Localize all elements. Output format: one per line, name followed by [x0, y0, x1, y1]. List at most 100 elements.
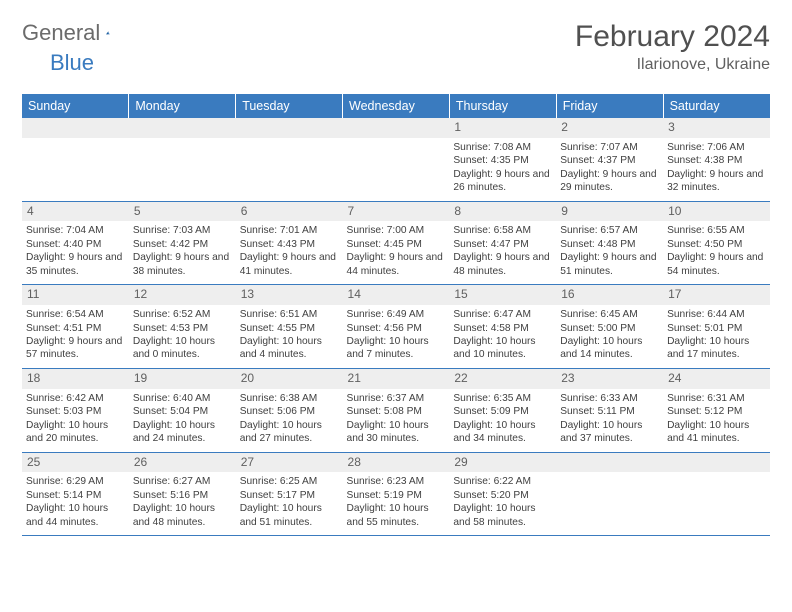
sunset-line: Sunset: 5:12 PM	[667, 405, 766, 418]
sunrise-line: Sunrise: 6:42 AM	[26, 392, 125, 405]
daylight-line: Daylight: 10 hours and 14 minutes.	[560, 335, 659, 362]
sunrise-line: Sunrise: 7:03 AM	[133, 224, 232, 237]
daylight-line: Daylight: 9 hours and 32 minutes.	[667, 168, 766, 195]
sunrise-line: Sunrise: 6:47 AM	[453, 308, 552, 321]
day-number: 8	[449, 202, 556, 222]
calendar-day-cell: 17Sunrise: 6:44 AMSunset: 5:01 PMDayligh…	[663, 285, 770, 369]
day-number: 25	[22, 453, 129, 473]
sunset-line: Sunset: 5:20 PM	[453, 489, 552, 502]
sunset-line: Sunset: 5:08 PM	[347, 405, 446, 418]
daylight-line: Daylight: 10 hours and 7 minutes.	[347, 335, 446, 362]
brand-sail-icon	[106, 23, 110, 43]
day-number: 10	[663, 202, 770, 222]
sunrise-line: Sunrise: 6:45 AM	[560, 308, 659, 321]
day-number: 13	[236, 285, 343, 305]
sunset-line: Sunset: 4:48 PM	[560, 238, 659, 251]
day-number: 28	[343, 453, 450, 473]
weekday-header: Wednesday	[343, 94, 450, 118]
daylight-line: Daylight: 10 hours and 4 minutes.	[240, 335, 339, 362]
sunrise-line: Sunrise: 6:27 AM	[133, 475, 232, 488]
sunrise-line: Sunrise: 6:25 AM	[240, 475, 339, 488]
calendar-week-row: 25Sunrise: 6:29 AMSunset: 5:14 PMDayligh…	[22, 452, 770, 536]
sunrise-line: Sunrise: 6:54 AM	[26, 308, 125, 321]
sunset-line: Sunset: 5:14 PM	[26, 489, 125, 502]
sunset-line: Sunset: 5:17 PM	[240, 489, 339, 502]
daylight-line: Daylight: 10 hours and 44 minutes.	[26, 502, 125, 529]
day-number: 29	[449, 453, 556, 473]
calendar-day-cell: 10Sunrise: 6:55 AMSunset: 4:50 PMDayligh…	[663, 201, 770, 285]
location-text: Ilarionove, Ukraine	[575, 56, 770, 74]
month-title: February 2024	[575, 20, 770, 54]
calendar-day-cell: 20Sunrise: 6:38 AMSunset: 5:06 PMDayligh…	[236, 368, 343, 452]
sunrise-line: Sunrise: 7:08 AM	[453, 141, 552, 154]
sunrise-line: Sunrise: 6:44 AM	[667, 308, 766, 321]
calendar-day-cell: 16Sunrise: 6:45 AMSunset: 5:00 PMDayligh…	[556, 285, 663, 369]
daylight-line: Daylight: 10 hours and 48 minutes.	[133, 502, 232, 529]
daylight-line: Daylight: 9 hours and 54 minutes.	[667, 251, 766, 278]
day-number: 26	[129, 453, 236, 473]
daylight-line: Daylight: 10 hours and 20 minutes.	[26, 419, 125, 446]
day-number-empty	[556, 453, 663, 473]
sunset-line: Sunset: 4:35 PM	[453, 154, 552, 167]
daylight-line: Daylight: 10 hours and 10 minutes.	[453, 335, 552, 362]
sunrise-line: Sunrise: 6:22 AM	[453, 475, 552, 488]
title-block: February 2024 Ilarionove, Ukraine	[575, 20, 770, 74]
sunrise-line: Sunrise: 6:58 AM	[453, 224, 552, 237]
sunrise-line: Sunrise: 7:06 AM	[667, 141, 766, 154]
sunset-line: Sunset: 5:09 PM	[453, 405, 552, 418]
sunrise-line: Sunrise: 7:07 AM	[560, 141, 659, 154]
calendar-day-cell	[663, 452, 770, 536]
day-number: 5	[129, 202, 236, 222]
calendar-day-cell: 24Sunrise: 6:31 AMSunset: 5:12 PMDayligh…	[663, 368, 770, 452]
weekday-header: Saturday	[663, 94, 770, 118]
sunset-line: Sunset: 5:03 PM	[26, 405, 125, 418]
sunset-line: Sunset: 4:53 PM	[133, 322, 232, 335]
sunrise-line: Sunrise: 6:37 AM	[347, 392, 446, 405]
calendar-day-cell: 7Sunrise: 7:00 AMSunset: 4:45 PMDaylight…	[343, 201, 450, 285]
day-number: 17	[663, 285, 770, 305]
sunrise-line: Sunrise: 6:57 AM	[560, 224, 659, 237]
calendar-day-cell: 8Sunrise: 6:58 AMSunset: 4:47 PMDaylight…	[449, 201, 556, 285]
sunset-line: Sunset: 5:06 PM	[240, 405, 339, 418]
daylight-line: Daylight: 10 hours and 0 minutes.	[133, 335, 232, 362]
sunrise-line: Sunrise: 6:49 AM	[347, 308, 446, 321]
sunset-line: Sunset: 4:56 PM	[347, 322, 446, 335]
day-number: 7	[343, 202, 450, 222]
sunrise-line: Sunrise: 6:31 AM	[667, 392, 766, 405]
calendar-day-cell: 18Sunrise: 6:42 AMSunset: 5:03 PMDayligh…	[22, 368, 129, 452]
sunrise-line: Sunrise: 6:33 AM	[560, 392, 659, 405]
daylight-line: Daylight: 10 hours and 24 minutes.	[133, 419, 232, 446]
daylight-line: Daylight: 10 hours and 17 minutes.	[667, 335, 766, 362]
calendar-day-cell: 14Sunrise: 6:49 AMSunset: 4:56 PMDayligh…	[343, 285, 450, 369]
calendar-day-cell: 21Sunrise: 6:37 AMSunset: 5:08 PMDayligh…	[343, 368, 450, 452]
calendar-day-cell: 11Sunrise: 6:54 AMSunset: 4:51 PMDayligh…	[22, 285, 129, 369]
day-number: 6	[236, 202, 343, 222]
sunrise-line: Sunrise: 6:35 AM	[453, 392, 552, 405]
day-number: 9	[556, 202, 663, 222]
brand-text-1: General	[22, 20, 100, 46]
calendar-week-row: 11Sunrise: 6:54 AMSunset: 4:51 PMDayligh…	[22, 285, 770, 369]
sunrise-line: Sunrise: 7:01 AM	[240, 224, 339, 237]
daylight-line: Daylight: 9 hours and 48 minutes.	[453, 251, 552, 278]
daylight-line: Daylight: 10 hours and 51 minutes.	[240, 502, 339, 529]
day-number: 22	[449, 369, 556, 389]
sunrise-line: Sunrise: 6:23 AM	[347, 475, 446, 488]
calendar-day-cell: 2Sunrise: 7:07 AMSunset: 4:37 PMDaylight…	[556, 118, 663, 201]
daylight-line: Daylight: 9 hours and 51 minutes.	[560, 251, 659, 278]
daylight-line: Daylight: 10 hours and 37 minutes.	[560, 419, 659, 446]
calendar-week-row: 18Sunrise: 6:42 AMSunset: 5:03 PMDayligh…	[22, 368, 770, 452]
daylight-line: Daylight: 9 hours and 57 minutes.	[26, 335, 125, 362]
calendar-day-cell: 23Sunrise: 6:33 AMSunset: 5:11 PMDayligh…	[556, 368, 663, 452]
sunset-line: Sunset: 4:58 PM	[453, 322, 552, 335]
day-number: 27	[236, 453, 343, 473]
daylight-line: Daylight: 10 hours and 41 minutes.	[667, 419, 766, 446]
day-number: 20	[236, 369, 343, 389]
sunset-line: Sunset: 4:45 PM	[347, 238, 446, 251]
weekday-header: Thursday	[449, 94, 556, 118]
day-number-empty	[343, 118, 450, 138]
day-number-empty	[129, 118, 236, 138]
calendar-day-cell: 28Sunrise: 6:23 AMSunset: 5:19 PMDayligh…	[343, 452, 450, 536]
weekday-header-row: SundayMondayTuesdayWednesdayThursdayFrid…	[22, 94, 770, 118]
sunset-line: Sunset: 5:19 PM	[347, 489, 446, 502]
day-number: 1	[449, 118, 556, 138]
